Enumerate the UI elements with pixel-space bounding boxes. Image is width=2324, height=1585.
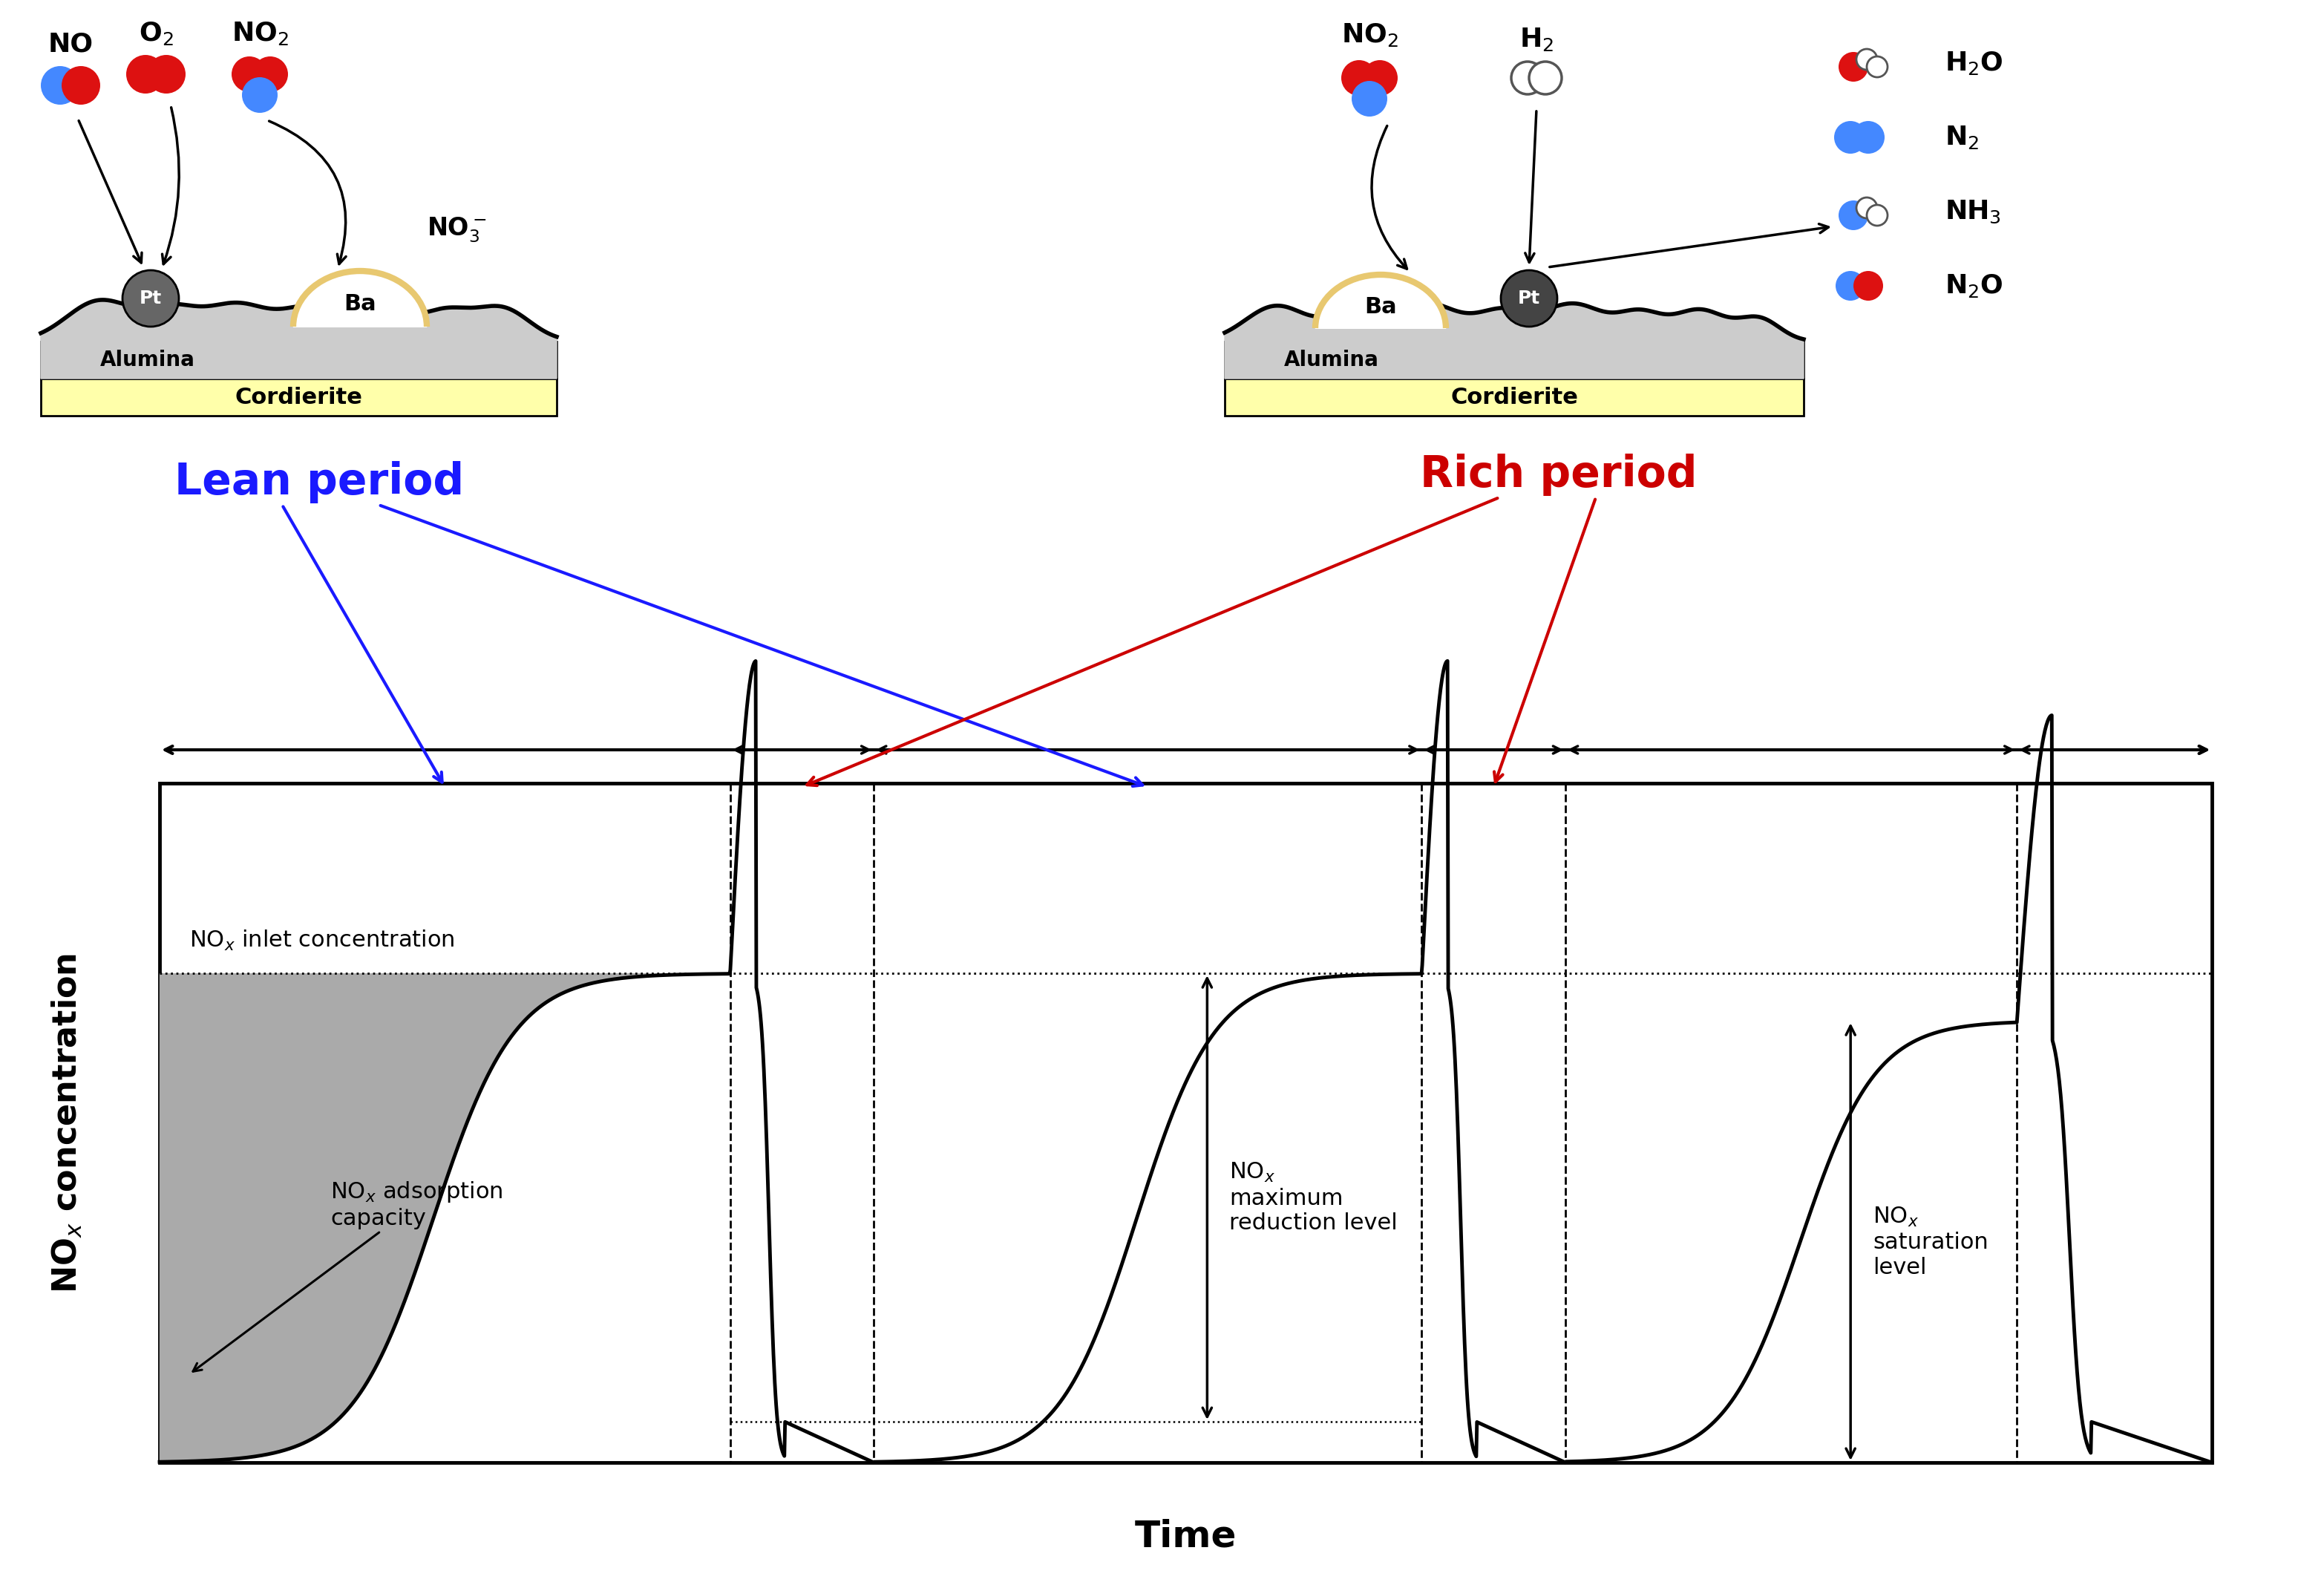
Circle shape — [123, 269, 179, 327]
Text: Time: Time — [1134, 1518, 1236, 1555]
Circle shape — [1857, 198, 1878, 219]
Circle shape — [253, 57, 288, 92]
Text: NO$_x$ adsorption
capacity: NO$_x$ adsorption capacity — [193, 1179, 502, 1371]
Circle shape — [242, 78, 277, 113]
Text: NO$_x$
saturation
level: NO$_x$ saturation level — [1873, 1205, 1989, 1278]
Circle shape — [1834, 120, 1866, 154]
Circle shape — [1341, 60, 1376, 95]
Circle shape — [63, 67, 100, 105]
Text: NO$_2$: NO$_2$ — [232, 21, 288, 48]
Polygon shape — [1315, 274, 1446, 328]
Text: Pt: Pt — [1518, 290, 1541, 307]
Text: H$_2$O: H$_2$O — [1945, 49, 2003, 76]
Polygon shape — [42, 300, 558, 379]
Circle shape — [1852, 120, 1885, 154]
Text: NO$_x$
maximum
reduction level: NO$_x$ maximum reduction level — [1229, 1162, 1397, 1235]
Circle shape — [1866, 57, 1887, 78]
Bar — [42, 379, 558, 415]
Circle shape — [125, 55, 165, 94]
Circle shape — [42, 67, 79, 105]
Text: NO$_2$: NO$_2$ — [1341, 22, 1399, 48]
Polygon shape — [293, 271, 428, 327]
Circle shape — [1866, 204, 1887, 225]
Text: Alumina: Alumina — [100, 350, 195, 371]
Circle shape — [1529, 62, 1562, 94]
Circle shape — [232, 57, 267, 92]
Text: NO$_x$ inlet concentration: NO$_x$ inlet concentration — [188, 929, 456, 953]
Circle shape — [146, 55, 186, 94]
Text: NO$_x$ concentration: NO$_x$ concentration — [51, 953, 84, 1293]
Circle shape — [1838, 200, 1868, 230]
Circle shape — [1501, 269, 1557, 327]
Text: N$_2$: N$_2$ — [1945, 124, 1980, 151]
Text: NH$_3$: NH$_3$ — [1945, 198, 2001, 225]
Text: O$_2$: O$_2$ — [139, 21, 174, 48]
Text: Pt: Pt — [139, 290, 163, 307]
Text: H$_2$: H$_2$ — [1520, 25, 1555, 52]
Text: Lean period: Lean period — [174, 461, 465, 504]
Text: NO: NO — [49, 32, 93, 57]
Circle shape — [1353, 81, 1387, 117]
Text: N$_2$O: N$_2$O — [1945, 273, 2003, 300]
Text: Cordierite: Cordierite — [235, 387, 363, 407]
Circle shape — [1838, 52, 1868, 82]
Circle shape — [1362, 60, 1397, 95]
Text: NO$_3^-$: NO$_3^-$ — [428, 216, 486, 244]
Bar — [160, 783, 2212, 1463]
Bar — [1225, 379, 1803, 415]
Text: Cordierite: Cordierite — [1450, 387, 1578, 407]
Bar — [1225, 341, 1803, 379]
Polygon shape — [1225, 303, 1803, 379]
Circle shape — [1511, 62, 1543, 94]
Text: Alumina: Alumina — [1285, 350, 1378, 371]
Bar — [42, 341, 558, 379]
Text: Ba: Ba — [1364, 296, 1397, 319]
Text: Rich period: Rich period — [1420, 453, 1697, 496]
Circle shape — [1855, 271, 1882, 301]
Circle shape — [1836, 271, 1866, 301]
Circle shape — [1857, 49, 1878, 70]
Text: Ba: Ba — [344, 293, 376, 315]
